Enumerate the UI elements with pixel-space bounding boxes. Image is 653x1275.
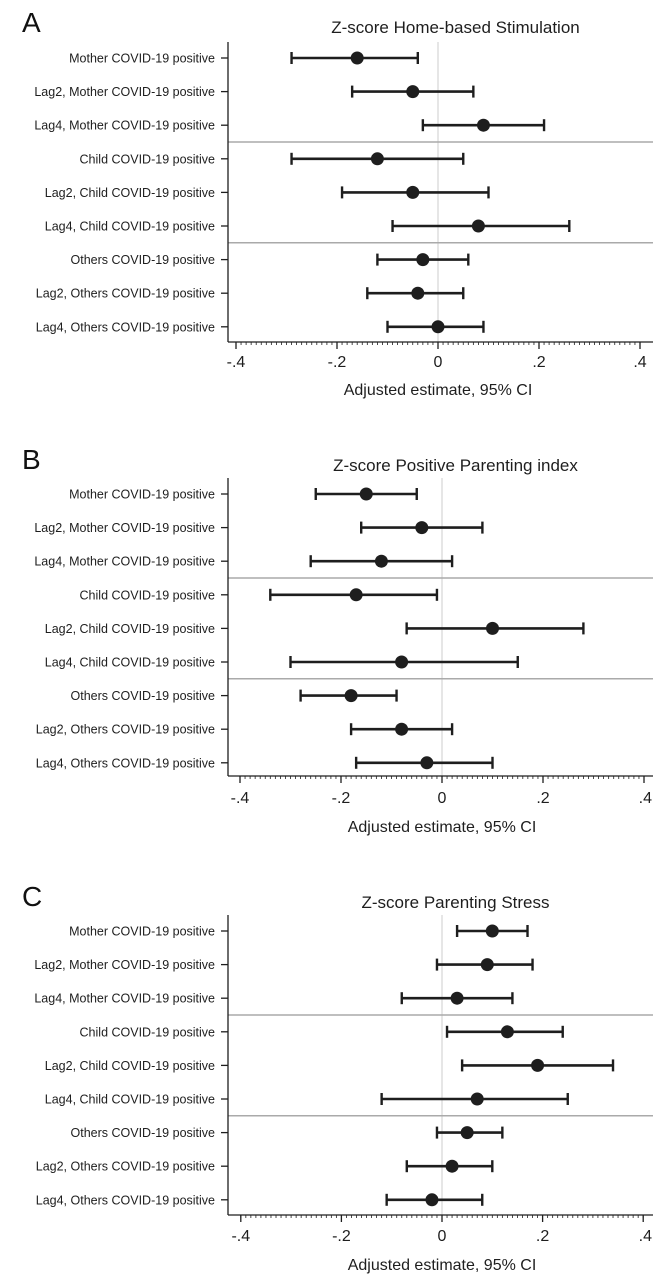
panel-title: Z-score Parenting Stress [361, 893, 549, 912]
estimate-point [349, 588, 363, 602]
x-tick-label: -.4 [227, 354, 246, 371]
estimate-point [395, 655, 409, 669]
row-label: Lag2, Mother COVID-19 positive [34, 521, 215, 535]
panel-letter: C [22, 881, 42, 912]
row-label: Lag4, Mother COVID-19 positive [34, 992, 215, 1006]
estimate-point [431, 320, 445, 334]
row-label: Lag4, Child COVID-19 positive [45, 220, 215, 234]
estimate-point [500, 1025, 514, 1039]
estimate-point [370, 152, 384, 166]
row-label: Lag2, Others COVID-19 positive [36, 723, 215, 737]
estimate-point [406, 185, 420, 199]
row-label: Lag2, Others COVID-19 positive [36, 287, 215, 301]
x-tick-label: .2 [536, 790, 549, 807]
x-tick-label: 0 [434, 354, 443, 371]
estimate-point [415, 521, 429, 535]
x-tick-label: .4 [633, 354, 646, 371]
row-label: Lag2, Child COVID-19 positive [45, 186, 215, 200]
row-label: Lag2, Mother COVID-19 positive [34, 958, 215, 972]
x-tick-label: -.2 [332, 1228, 351, 1245]
row-label: Mother COVID-19 positive [69, 925, 215, 939]
estimate-point [476, 118, 490, 132]
row-label: Lag4, Others COVID-19 positive [36, 1193, 215, 1207]
row-label: Lag2, Child COVID-19 positive [45, 1059, 215, 1073]
panel-b: B Z-score Positive Parenting index -.4 -.2 0… [22, 444, 653, 836]
row-label: Child COVID-19 positive [80, 1025, 216, 1039]
estimate-point [395, 722, 409, 736]
row-label: Lag2, Mother COVID-19 positive [34, 85, 215, 99]
panel-letter: A [22, 7, 41, 38]
estimate-point [344, 689, 358, 703]
estimate-point [460, 1126, 474, 1140]
x-axis-title: Adjusted estimate, 95% CI [348, 1257, 537, 1274]
x-tick-label: -.4 [231, 1228, 250, 1245]
row-label: Lag2, Others COVID-19 positive [36, 1160, 215, 1174]
row-label: Child COVID-19 positive [80, 588, 216, 602]
x-tick-label: 0 [438, 1228, 447, 1245]
estimate-point [531, 1058, 545, 1072]
row-label: Lag4, Mother COVID-19 positive [34, 555, 215, 569]
row-label: Lag4, Child COVID-19 positive [45, 1093, 215, 1107]
estimate-point [470, 1092, 484, 1106]
row-label: Mother COVID-19 positive [69, 52, 215, 66]
row-label: Child COVID-19 positive [80, 152, 216, 166]
panel-title: Z-score Positive Parenting index [333, 456, 578, 475]
row-label: Lag4, Others COVID-19 positive [36, 320, 215, 334]
estimate-point [471, 219, 485, 233]
row-label: Others COVID-19 positive [71, 689, 216, 703]
row-label: Mother COVID-19 positive [69, 488, 215, 502]
x-tick-label: -.4 [231, 790, 250, 807]
estimate-point [416, 253, 430, 267]
row-label: Others COVID-19 positive [71, 1126, 216, 1140]
x-tick-label: .4 [639, 1228, 652, 1245]
estimate-point [350, 51, 364, 65]
row-label: Lag2, Child COVID-19 positive [45, 622, 215, 636]
estimate-point [406, 85, 420, 99]
estimate-point [359, 487, 373, 501]
panel-a: A Z-score Home-based Stimulation -.4 -.2 0 .2… [22, 7, 653, 399]
estimate-point [480, 958, 494, 972]
x-tick-label: 0 [438, 790, 447, 807]
x-axis-title: Adjusted estimate, 95% CI [348, 819, 537, 836]
x-tick-label: .4 [639, 790, 652, 807]
estimate-point [420, 756, 434, 770]
x-tick-label: .2 [536, 1228, 549, 1245]
x-tick-label: .2 [532, 354, 545, 371]
x-axis-title: Adjusted estimate, 95% CI [344, 382, 533, 399]
row-label: Lag4, Mother COVID-19 positive [34, 119, 215, 133]
panel-title: Z-score Home-based Stimulation [331, 18, 579, 37]
estimate-point [425, 1193, 439, 1207]
x-tick-label: -.2 [332, 790, 351, 807]
row-label: Lag4, Child COVID-19 positive [45, 656, 215, 670]
x-tick-label: -.2 [328, 354, 347, 371]
row-label: Lag4, Others COVID-19 positive [36, 756, 215, 770]
estimate-point [374, 554, 388, 568]
estimate-point [486, 621, 499, 635]
panel-letter: B [22, 444, 41, 475]
panel-c: C Z-score Parenting Stress -.4 -.2 0 .2 .4 Adju… [22, 881, 653, 1274]
estimate-point [485, 924, 499, 938]
row-label: Others COVID-19 positive [71, 253, 216, 267]
estimate-point [411, 286, 425, 300]
estimate-point [450, 991, 464, 1005]
estimate-point [445, 1159, 459, 1173]
